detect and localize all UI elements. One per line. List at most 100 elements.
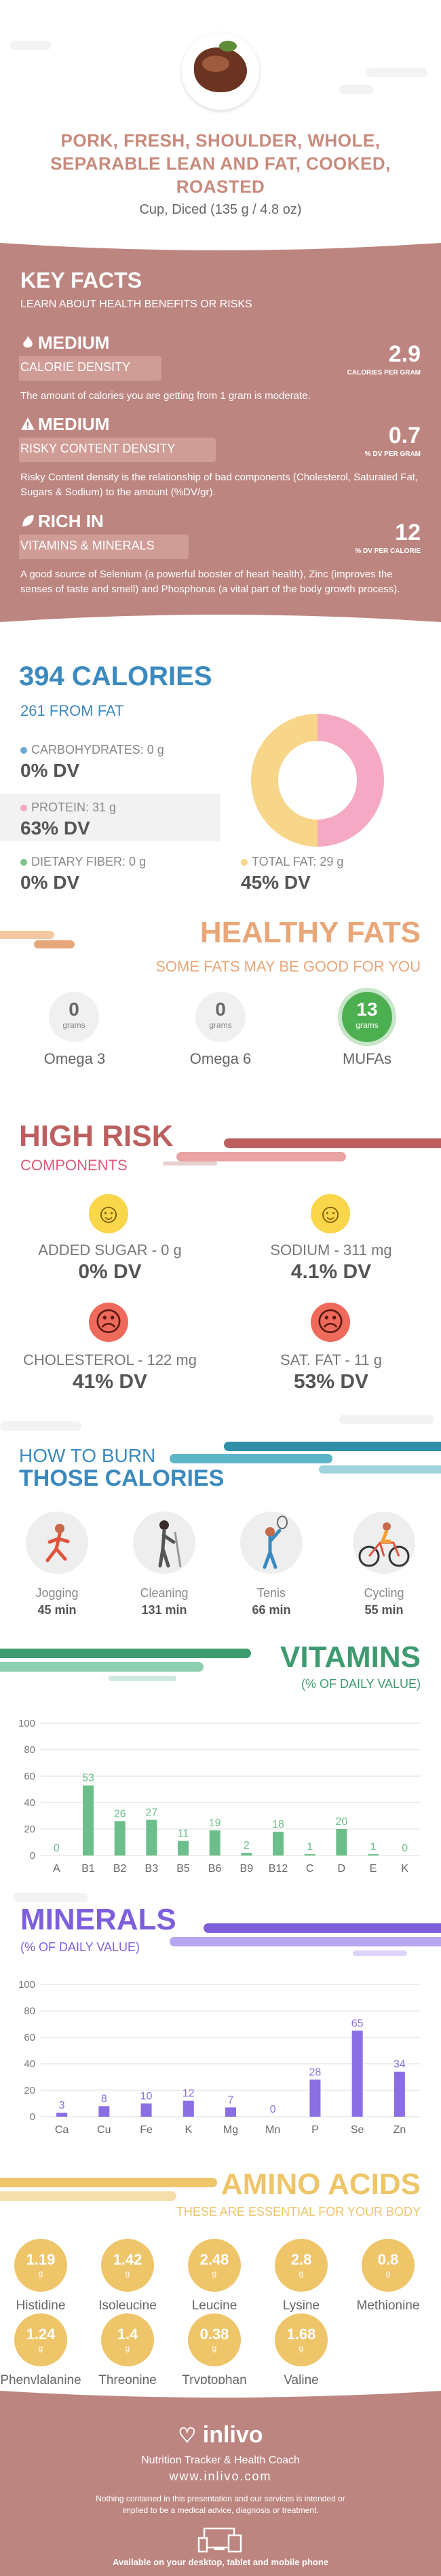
amino-label: Histidine — [16, 2299, 66, 2313]
y-tick-label: 100 — [18, 1979, 35, 1991]
bar-B2 — [114, 1821, 126, 1856]
x-tick-label: P — [311, 2124, 319, 2136]
protein-stat: PROTEIN: 31 g 63% DV — [20, 801, 117, 839]
bar-value-label: 53 — [82, 1773, 94, 1784]
vitamins-title: VITAMINS — [280, 1640, 421, 1674]
footer-url[interactable]: www.inlivo.com — [169, 2469, 272, 2483]
devices-icon — [197, 2527, 242, 2553]
y-tick-label: 0 — [30, 1850, 35, 1862]
bar-Fe — [140, 2103, 152, 2117]
macro-donut-chart — [251, 714, 384, 847]
bar-E — [368, 1854, 379, 1856]
x-tick-label: Ca — [55, 2124, 69, 2136]
omega3-circle: 0 grams — [49, 992, 99, 1042]
calorie-density-label: CALORIE DENSITY — [20, 360, 131, 374]
activity-cleaning: Cleaning 131 min — [123, 1512, 205, 1617]
x-tick-label: Mg — [223, 2124, 238, 2136]
bar-value-label: 8 — [101, 2093, 107, 2104]
x-tick-label: E — [370, 1863, 377, 1875]
amino-circle: 2.8 g — [275, 2239, 328, 2292]
bar-P — [309, 2079, 321, 2117]
brand-logo: ♡ inlivo — [178, 2422, 263, 2448]
carbs-stat: CARBOHYDRATES: 0 g 0% DV — [20, 743, 164, 781]
amino-circle: 1.19 g — [14, 2239, 67, 2292]
amino-label: Lysine — [282, 2299, 320, 2313]
x-tick-label: B5 — [176, 1863, 190, 1875]
bar-value-label: 1 — [370, 1841, 377, 1853]
bar-value-label: 7 — [228, 2094, 234, 2106]
y-tick-label: 60 — [24, 1771, 35, 1782]
bar-B9 — [241, 1853, 252, 1856]
x-tick-label: B12 — [269, 1863, 288, 1875]
x-tick-label: B1 — [81, 1863, 95, 1875]
bar-value-label: 10 — [140, 2091, 153, 2102]
bar-K — [183, 2100, 194, 2117]
added-sugar-stat: ADDED SUGAR - 0 g 0% DV — [38, 1242, 182, 1283]
bar-Zn — [394, 2071, 405, 2117]
y-tick-label: 40 — [24, 1797, 35, 1809]
calorie-density-value: 2.9 — [388, 341, 421, 367]
calorie-density-desc: The amount of calories you are getting f… — [20, 390, 311, 402]
x-tick-label: B2 — [113, 1863, 127, 1875]
omega6-circle: 0 grams — [195, 992, 246, 1042]
x-tick-label: Fe — [140, 2124, 153, 2136]
bar-B6 — [209, 1830, 220, 1856]
leaf-icon — [22, 515, 34, 526]
bar-value-label: 3 — [59, 2100, 65, 2111]
vitamins-bar-chart: 0204060801000A53B126B227B311B519B62B918B… — [18, 1718, 421, 1875]
bar-Mg — [225, 2107, 236, 2117]
y-tick-label: 100 — [18, 1718, 35, 1729]
cycling-icon — [353, 1512, 415, 1574]
bar-value-label: 11 — [178, 1828, 189, 1840]
amino-circle: 1.42 g — [101, 2239, 154, 2292]
amino-circle: 1.68 g — [275, 2313, 328, 2366]
footer-disclaimer: Nothing contained in this presentation a… — [96, 2494, 345, 2515]
omega3-label: Omega 3 — [43, 1050, 106, 1067]
heart-icon: ♡ — [178, 2425, 197, 2447]
bar-value-label: 27 — [145, 1807, 157, 1818]
page-title: PORK, FRESH, SHOULDER, WHOLE, SEPARABLE … — [50, 130, 391, 197]
calorie-density-level: MEDIUM — [20, 332, 109, 353]
burn-title-line1: HOW TO BURN — [19, 1445, 156, 1466]
donut-protein-slice — [317, 714, 384, 847]
amino-subtitle: THESE ARE ESSENTIAL FOR YOUR BODY — [176, 2205, 421, 2218]
bar-value-label: 0 — [54, 1843, 60, 1854]
risky-density-unit: % DV PER GRAM — [364, 450, 421, 458]
footer-available: Available on your desktop, tablet and mo… — [112, 2557, 329, 2567]
x-tick-label: Cu — [97, 2124, 111, 2136]
serving-size: Cup, Diced (135 g / 4.8 oz) — [139, 202, 302, 217]
happy-face-icon: ☺ — [311, 1194, 350, 1233]
vitamins-value: 12 — [395, 520, 421, 545]
bar-B3 — [146, 1820, 157, 1856]
y-tick-label: 20 — [24, 2085, 35, 2096]
x-tick-label: B9 — [240, 1863, 254, 1875]
amino-circle: 2.48 g — [188, 2239, 241, 2292]
amino-label: Phenylalanine — [0, 2373, 81, 2387]
y-tick-label: 80 — [24, 1744, 35, 1756]
amino-circle: 0.8 g — [362, 2239, 415, 2292]
risky-density-label: RISKY CONTENT DENSITY — [20, 442, 176, 455]
bar-Cu — [98, 2106, 110, 2117]
vitamins-desc: A good source of Selenium (a powerful bo… — [20, 569, 400, 595]
key-facts-subtitle: LEARN ABOUT HEALTH BENEFITS OR RISKS — [20, 299, 252, 310]
minerals-subtitle: (% OF DAILY VALUE) — [20, 1940, 140, 1954]
risky-density-level: MEDIUM — [20, 414, 109, 435]
bar-value-label: 2 — [244, 1840, 250, 1851]
key-facts-section: KEY FACTS LEARN ABOUT HEALTH BENEFITS OR… — [0, 231, 441, 634]
x-tick-label: B3 — [145, 1863, 159, 1875]
x-tick-label: B6 — [208, 1863, 222, 1875]
x-tick-label: K — [185, 2124, 192, 2136]
x-tick-label: K — [401, 1863, 408, 1875]
cleaning-icon — [133, 1512, 195, 1574]
x-tick-label: Mn — [265, 2124, 280, 2136]
bar-B1 — [83, 1785, 94, 1856]
bar-value-label: 28 — [309, 2066, 322, 2078]
vitamins-level: RICH IN — [20, 511, 104, 532]
flame-icon — [23, 336, 33, 348]
y-tick-label: 40 — [24, 2058, 35, 2070]
food-image — [182, 33, 259, 110]
amino-circle: 1.24 g — [14, 2313, 67, 2366]
activity-cycling: Cycling 55 min — [343, 1512, 425, 1617]
tennis-icon — [240, 1512, 303, 1574]
sodium-stat: SODIUM - 311 mg 4.1% DV — [270, 1242, 392, 1283]
